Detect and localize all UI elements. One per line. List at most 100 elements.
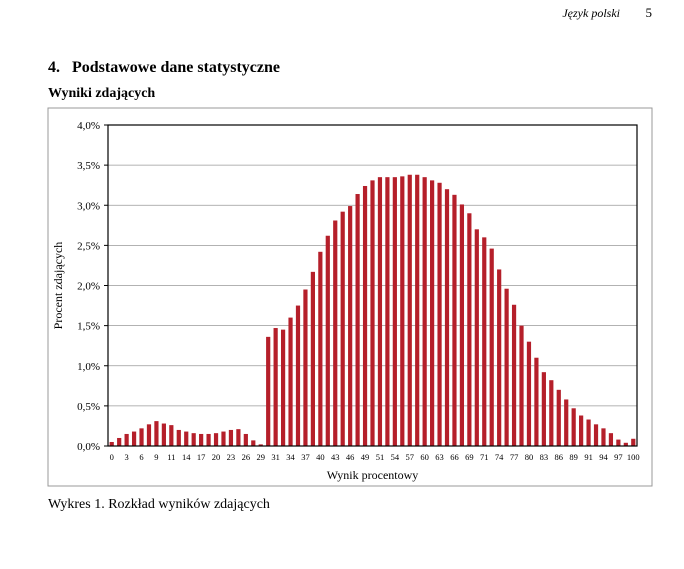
bar: [489, 248, 494, 446]
x-tick-label: 69: [465, 452, 474, 462]
bar: [258, 444, 263, 446]
bar: [377, 177, 383, 446]
bar: [333, 220, 338, 446]
bar: [273, 328, 278, 446]
bar: [444, 189, 450, 446]
bar: [407, 174, 412, 446]
bar: [355, 194, 360, 446]
bar: [422, 177, 427, 446]
bar: [579, 415, 584, 446]
bar: [295, 305, 301, 446]
x-tick-label: 86: [555, 452, 564, 462]
bar: [541, 372, 546, 446]
x-tick-label: 6: [139, 452, 143, 462]
bar: [504, 288, 509, 446]
bar: [169, 425, 174, 446]
bar: [206, 433, 211, 446]
x-tick-label: 14: [182, 452, 191, 462]
bar: [623, 442, 628, 446]
bar: [467, 213, 472, 446]
x-tick-label: 97: [614, 452, 623, 462]
bar: [325, 235, 330, 446]
x-tick-label: 54: [391, 452, 400, 462]
bar: [109, 441, 114, 446]
bar: [199, 433, 204, 446]
bar: [459, 204, 465, 446]
bar: [131, 431, 137, 446]
caption: Wykres 1. Rozkład wyników zdających: [48, 497, 270, 512]
bar: [251, 440, 256, 446]
bar: [303, 289, 308, 446]
x-tick-label: 77: [510, 452, 519, 462]
x-axis-label: Wynik procentowy: [327, 468, 419, 482]
bar: [370, 180, 375, 446]
bar: [221, 431, 226, 446]
x-tick-label: 51: [376, 452, 385, 462]
bar: [243, 433, 248, 446]
bar: [184, 431, 189, 446]
bar: [288, 317, 293, 446]
x-tick-label: 91: [584, 452, 593, 462]
x-tick-label: 29: [256, 452, 265, 462]
x-tick-label: 9: [154, 452, 158, 462]
bar: [415, 174, 420, 446]
x-tick-label: 40: [316, 452, 325, 462]
bar: [534, 357, 539, 446]
bar: [631, 438, 636, 446]
x-tick-label: 3: [125, 452, 129, 462]
y-tick-label: 3,5%: [77, 160, 100, 172]
bar: [593, 424, 599, 446]
x-tick-label: 74: [495, 452, 504, 462]
y-tick-label: 0,0%: [77, 441, 100, 453]
plot-area: [107, 124, 638, 447]
x-tick-label: 26: [242, 452, 251, 462]
bar: [549, 380, 554, 446]
x-tick-label: 89: [569, 452, 578, 462]
x-tick-label: 31: [271, 452, 280, 462]
bar: [310, 271, 315, 446]
bar: [385, 177, 390, 446]
bar: [348, 206, 353, 446]
bar: [526, 341, 532, 446]
y-axis-label: Procent zdających: [51, 242, 65, 330]
bar: [430, 180, 435, 446]
y-tick-label: 2,5%: [77, 240, 100, 252]
bar: [437, 182, 442, 446]
header-page: 5: [646, 5, 653, 20]
bar: [362, 185, 368, 447]
bar: [586, 419, 591, 446]
x-tick-label: 23: [227, 452, 236, 462]
bar: [400, 176, 405, 447]
y-tick-label: 1,5%: [77, 321, 100, 333]
bar: [124, 433, 129, 446]
bar: [236, 429, 241, 446]
bar: [601, 428, 606, 446]
x-tick-label: 43: [331, 452, 340, 462]
bar: [519, 325, 524, 446]
bar: [497, 269, 502, 446]
bar: [191, 433, 196, 446]
subsection-title: Wyniki zdających: [48, 86, 155, 101]
x-tick-label: 17: [197, 452, 206, 462]
x-tick-label: 63: [435, 452, 444, 462]
x-tick-label: 94: [599, 452, 608, 462]
bar: [616, 439, 621, 446]
bar: [266, 336, 271, 446]
x-tick-label: 0: [110, 452, 114, 462]
y-tick-label: 0,5%: [77, 401, 100, 413]
bar: [318, 251, 323, 446]
bar: [146, 424, 152, 446]
bar: [392, 177, 397, 446]
bar: [228, 429, 234, 446]
x-tick-label: 83: [540, 452, 549, 462]
y-tick-label: 1,0%: [77, 361, 100, 373]
section-title: 4. Podstawowe dane statystyczne: [48, 59, 280, 76]
x-tick-label: 57: [406, 452, 415, 462]
bar: [161, 423, 166, 446]
chart-frame: [47, 107, 653, 487]
bar: [556, 389, 561, 446]
bar: [474, 229, 479, 446]
bar: [571, 408, 576, 446]
chart: 0,0%0,5%1,0%1,5%2,0%2,5%3,0%3,5%4,0%0 3 6 9…: [51, 120, 640, 482]
